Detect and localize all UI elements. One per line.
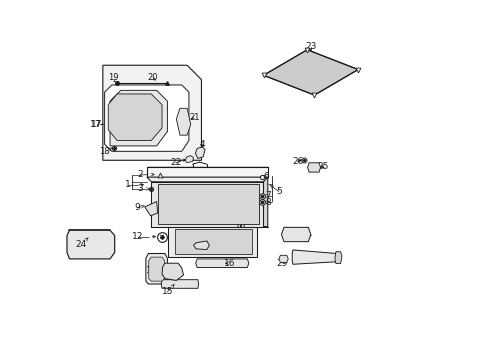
Polygon shape (334, 252, 341, 264)
Polygon shape (151, 182, 263, 226)
Polygon shape (148, 257, 164, 281)
Polygon shape (174, 229, 251, 253)
Polygon shape (161, 280, 198, 288)
Polygon shape (278, 255, 287, 262)
Text: 22: 22 (170, 158, 181, 167)
Polygon shape (144, 202, 158, 216)
Polygon shape (307, 163, 320, 172)
Polygon shape (281, 227, 310, 242)
Polygon shape (102, 65, 201, 160)
Polygon shape (110, 90, 167, 146)
Text: 10: 10 (235, 221, 246, 230)
Polygon shape (263, 50, 357, 95)
Text: 29: 29 (276, 259, 287, 268)
Polygon shape (195, 259, 248, 267)
Polygon shape (162, 263, 183, 280)
Text: 9: 9 (134, 203, 140, 212)
Text: 11: 11 (145, 266, 157, 275)
Polygon shape (147, 167, 267, 177)
Polygon shape (263, 177, 267, 226)
Text: 27: 27 (286, 228, 298, 237)
Text: 1: 1 (125, 180, 131, 189)
Text: 18: 18 (99, 147, 110, 156)
Text: 14: 14 (201, 243, 212, 252)
Text: 24: 24 (76, 240, 87, 249)
Text: 26: 26 (291, 157, 303, 166)
Polygon shape (176, 108, 190, 135)
Polygon shape (185, 156, 193, 163)
Text: 20: 20 (147, 73, 158, 82)
Text: 5: 5 (276, 187, 281, 196)
Polygon shape (108, 94, 162, 140)
Text: 3: 3 (137, 184, 143, 193)
Text: 16: 16 (224, 259, 235, 268)
Text: 13: 13 (160, 271, 172, 280)
Text: 17: 17 (90, 120, 101, 129)
Text: 15: 15 (162, 287, 173, 296)
Polygon shape (147, 177, 267, 182)
Text: 17: 17 (91, 120, 102, 129)
Text: 7: 7 (264, 191, 270, 200)
Polygon shape (104, 85, 188, 151)
Polygon shape (67, 230, 115, 259)
Text: 2: 2 (138, 171, 143, 180)
Text: 21: 21 (189, 113, 199, 122)
Polygon shape (145, 253, 167, 284)
Text: 23: 23 (305, 42, 316, 51)
Polygon shape (292, 250, 337, 264)
Text: 12: 12 (132, 232, 143, 241)
Polygon shape (193, 241, 209, 249)
Text: 28: 28 (320, 255, 331, 264)
Polygon shape (158, 184, 258, 224)
Text: 25: 25 (317, 162, 328, 171)
Polygon shape (195, 147, 204, 158)
Text: 8: 8 (264, 198, 270, 207)
Polygon shape (168, 226, 257, 257)
Text: 19: 19 (108, 73, 119, 82)
Text: 4: 4 (199, 140, 204, 149)
Text: 6: 6 (263, 172, 268, 181)
